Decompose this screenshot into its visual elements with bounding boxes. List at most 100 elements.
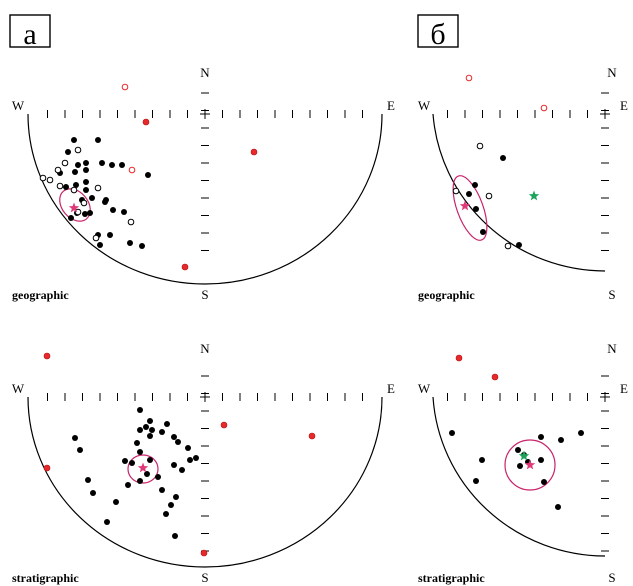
data-point-lower [163, 511, 169, 517]
mean-direction-star [68, 202, 80, 213]
data-point-lower [145, 172, 151, 178]
data-point-open [504, 242, 512, 250]
axis-ticks [447, 375, 610, 552]
south-label: S [608, 287, 615, 302]
east-label: E [387, 381, 395, 396]
data-point-lower [149, 427, 155, 433]
east-label: E [387, 98, 395, 113]
plot-caption: geographic [12, 288, 69, 302]
data-point-upper-open [540, 104, 548, 112]
data-point-lower [121, 209, 127, 215]
data-point-upper [142, 118, 150, 126]
data-point-lower [472, 182, 478, 188]
axis-ticks [447, 92, 610, 251]
north-label: N [200, 341, 210, 356]
data-point-upper [43, 352, 51, 360]
plot-caption: stratigraphic [12, 571, 79, 585]
data-point-lower [71, 137, 77, 143]
data-point-lower [113, 499, 119, 505]
data-point-lower [95, 137, 101, 143]
data-point-lower [68, 215, 74, 221]
data-point-upper [200, 549, 208, 557]
data-point-lower [109, 162, 115, 168]
data-point-lower [173, 494, 179, 500]
data-point-lower [83, 167, 89, 173]
data-point-open [54, 166, 62, 174]
data-point-lower [63, 184, 69, 190]
data-point-lower [139, 243, 145, 249]
data-point-lower [175, 439, 181, 445]
data-point-open [61, 159, 69, 167]
panel-label-a: а [23, 18, 36, 51]
data-point-lower [538, 457, 544, 463]
data-point-upper [308, 432, 316, 440]
data-point-lower [65, 149, 71, 155]
mean-direction-star [528, 190, 540, 201]
data-point-lower [155, 474, 161, 480]
data-point-lower [125, 482, 131, 488]
data-point-lower [72, 435, 78, 441]
plot-a-geographic: N W E S geographic [12, 65, 395, 302]
data-point-upper-open [121, 83, 129, 91]
mean-direction-star [524, 459, 536, 470]
data-point-upper-open [128, 166, 136, 174]
data-point-lower [541, 479, 547, 485]
data-point-upper [491, 373, 499, 381]
south-label: S [201, 570, 208, 585]
data-point-upper [181, 263, 189, 271]
data-point-lower [500, 155, 506, 161]
data-point-open [94, 184, 102, 192]
data-point-lower [179, 467, 185, 473]
data-point-lower [97, 242, 103, 248]
axis-ticks [47, 92, 363, 251]
data-point-lower [134, 440, 140, 446]
data-point-lower [578, 430, 584, 436]
data-point-lower [137, 478, 143, 484]
data-point-lower [473, 478, 479, 484]
data-point-upper [220, 421, 228, 429]
data-point-lower [83, 187, 89, 193]
net-outline [432, 113, 606, 272]
data-point-lower [164, 421, 170, 427]
data-point-lower [171, 434, 177, 440]
panel-label-box-a [9, 14, 51, 48]
mean-direction-star [137, 462, 149, 473]
plot-b-geographic: N W E S geographic [418, 65, 628, 302]
data-point-lower [185, 445, 191, 451]
data-point-lower [119, 162, 125, 168]
data-point-lower [480, 229, 486, 235]
data-point-lower [193, 455, 199, 461]
data-point-open [39, 174, 47, 182]
data-point-open [80, 199, 88, 207]
confidence-ellipse [452, 175, 488, 241]
data-point-lower [107, 232, 113, 238]
data-point-lower [516, 242, 522, 248]
data-point-lower [171, 462, 177, 468]
data-point-upper [43, 464, 51, 472]
data-point-lower [90, 490, 96, 496]
data-point-lower [75, 162, 81, 168]
data-point-upper [250, 148, 258, 156]
data-point-open [92, 234, 100, 242]
data-point-lower [147, 457, 153, 463]
data-point-lower [77, 447, 83, 453]
data-point-lower [103, 197, 109, 203]
data-point-lower [449, 430, 455, 436]
data-point-lower [129, 460, 135, 466]
data-point-lower [72, 169, 78, 175]
confidence-ellipse [504, 439, 556, 491]
west-label: W [418, 381, 431, 396]
west-label: W [418, 98, 431, 113]
data-point-open [452, 187, 460, 195]
net-outline [27, 113, 383, 285]
east-label: E [620, 381, 628, 396]
data-point-open [70, 186, 78, 194]
data-point-lower [187, 457, 193, 463]
data-point-lower [558, 437, 564, 443]
plot-b-stratigraphic: N W E S stratigraphic [418, 341, 628, 585]
confidence-ellipse [127, 454, 159, 484]
data-point-lower [172, 533, 178, 539]
data-point-upper [455, 354, 463, 362]
data-point-lower [83, 179, 89, 185]
